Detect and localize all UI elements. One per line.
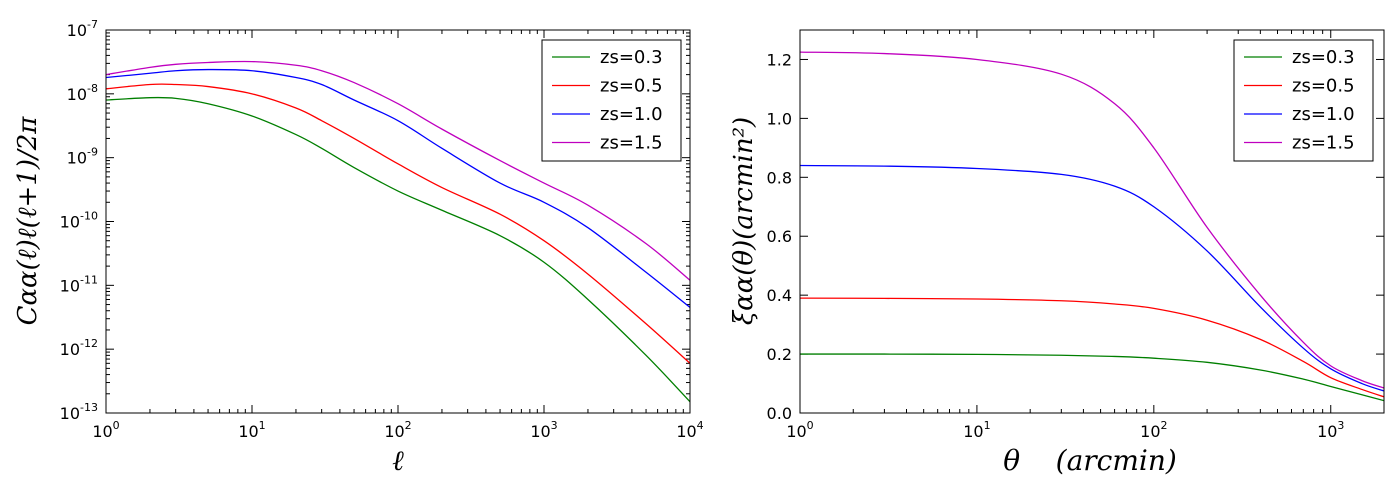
- right-y-tick-label: 1.0: [767, 109, 792, 128]
- right-series-line-zs-0-5: [800, 297, 1384, 398]
- left-legend-label: zs=0.3: [600, 47, 663, 68]
- right-x-tick-label: 103: [1317, 419, 1344, 441]
- left-legend-box: [541, 39, 682, 162]
- left-y-tick-labels: 10-13 10-12 10-11 10-10 10-9 10-8 10-7: [60, 18, 98, 423]
- right-y-axis-label: ξαα(θ)(arcmin²): [729, 117, 759, 325]
- right-x-tick-label: 101: [963, 419, 990, 441]
- left-x-tick-label: 100: [92, 419, 119, 441]
- right-legend: zs=0.3 zs=0.5 zs=1.0 zs=1.5: [1233, 39, 1374, 162]
- right-y-tick-label: 0.4: [767, 286, 792, 305]
- left-legend-label: zs=1.5: [600, 133, 663, 154]
- right-y-tick-label: 1.2: [767, 50, 792, 69]
- left-legend: zs=0.3 zs=0.5 zs=1.0 zs=1.5: [541, 39, 682, 162]
- right-x-tick-label: 102: [1140, 419, 1167, 441]
- right-y-tick-label: 0.8: [767, 168, 792, 187]
- left-y-tick-label: 10-8: [67, 82, 98, 104]
- left-series-line-zs-1-0: [106, 68, 690, 308]
- right-legend-label: zs=1.5: [1292, 133, 1355, 154]
- left-plot-frame: [105, 29, 691, 414]
- right-x-axis-label: θ (arcmin): [1003, 444, 1177, 477]
- left-x-tick-label: 102: [384, 419, 411, 441]
- right-y-tick-labels: 0.0 0.2 0.4 0.6 0.8 1.0 1.2: [767, 50, 792, 423]
- left-y-tick-label: 10-11: [60, 273, 98, 295]
- left-series-line-zs-0-3: [106, 96, 690, 403]
- right-x-tick-label: 100: [786, 419, 813, 441]
- right-series-lines: [800, 51, 1384, 402]
- left-series-line-zs-1-5: [106, 60, 690, 281]
- right-series-line-zs-0-3: [800, 353, 1384, 402]
- right-y-tick-label: 0.2: [767, 345, 792, 364]
- left-y-axis-label: Cαα(ℓ)ℓ(ℓ+1)/2π: [13, 116, 43, 326]
- left-y-tick-label: 10-9: [67, 146, 98, 168]
- left-y-tick-label: 10-7: [67, 18, 98, 40]
- left-series-line-zs-0-5: [106, 83, 690, 364]
- right-legend-box: [1233, 39, 1374, 162]
- chart-correlation-function: 0.0 0.2 0.4 0.6 0.8 1.0 1.2 100 101 102 103 θ (ar…: [729, 29, 1385, 477]
- left-legend-label: zs=1.0: [600, 104, 663, 125]
- right-y-tick-label: 0.6: [767, 227, 792, 246]
- left-x-tick-label: 101: [238, 419, 265, 441]
- left-legend-label: zs=0.5: [600, 76, 663, 97]
- left-x-axis-label: ℓ: [392, 444, 404, 477]
- left-y-tick-label: 10-10: [60, 210, 98, 232]
- right-plot-frame: [799, 29, 1385, 414]
- right-y-tick-label: 0.0: [767, 404, 792, 423]
- right-legend-label: zs=0.3: [1292, 47, 1355, 68]
- left-x-tick-label: 104: [676, 419, 703, 441]
- left-y-tick-label: 10-12: [60, 337, 98, 359]
- right-legend-label: zs=0.5: [1292, 76, 1355, 97]
- right-ticks: [799, 30, 1384, 414]
- right-x-tick-labels: 100 101 102 103: [786, 419, 1344, 441]
- left-y-tick-label: 10-13: [60, 401, 98, 423]
- left-series-lines: [106, 60, 690, 403]
- right-legend-label: zs=1.0: [1292, 104, 1355, 125]
- right-series-line-zs-1-5: [800, 51, 1384, 389]
- left-x-tick-labels: 100 101 102 103 104: [92, 419, 703, 441]
- right-series-line-zs-1-0: [800, 164, 1384, 392]
- left-x-tick-label: 103: [530, 419, 557, 441]
